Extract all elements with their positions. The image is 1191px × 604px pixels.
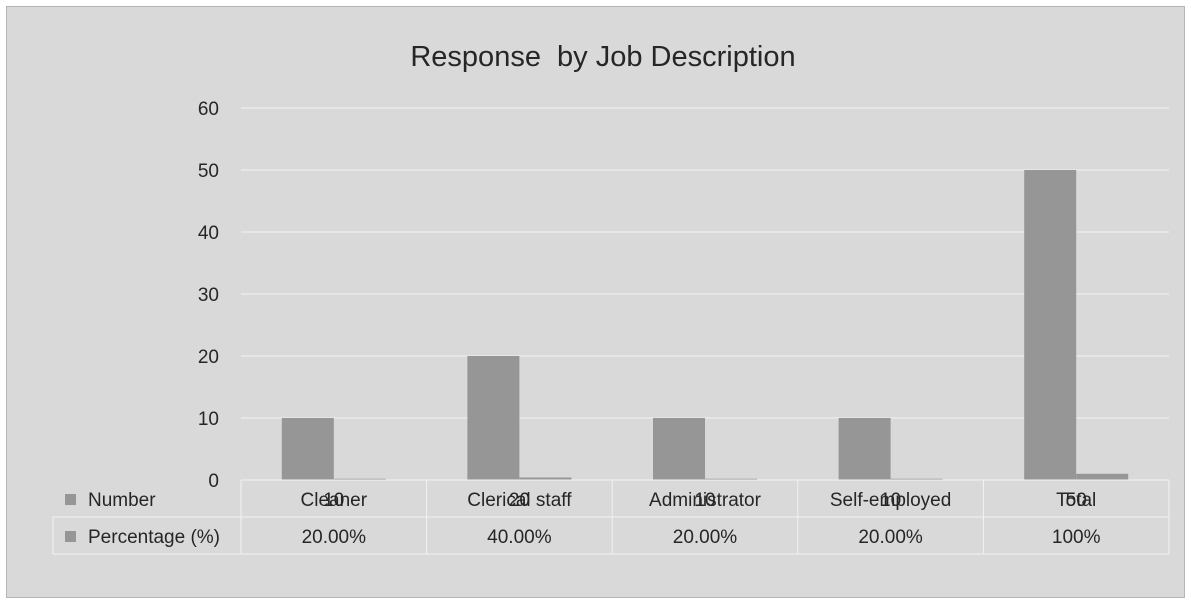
legend-key xyxy=(65,494,76,505)
legend-key xyxy=(65,531,76,542)
chart-frame: Response by Job Description 0 10 20 30 40 50 6… xyxy=(6,6,1185,598)
y-tick-label: 0 xyxy=(208,471,219,492)
table-cell: 20.00% xyxy=(673,527,738,548)
y-tick-label: 10 xyxy=(198,409,219,430)
table-cell: 10 xyxy=(323,490,344,511)
legend-label: Percentage (%) xyxy=(88,527,220,548)
y-tick-label: 40 xyxy=(198,223,219,244)
y-axis: 0 10 20 30 40 50 60 xyxy=(198,99,219,492)
table-cell: 20.00% xyxy=(302,527,367,548)
table-cell: 50 xyxy=(1066,490,1087,511)
bar-chart: Response by Job Description 0 10 20 30 40 50 6… xyxy=(7,7,1186,599)
y-tick-label: 50 xyxy=(198,161,219,182)
table-cell: 100% xyxy=(1052,527,1101,548)
table-cell: 40.00% xyxy=(487,527,552,548)
data-table: Cleaner Clerical staff Administrator Self-e… xyxy=(53,480,1169,554)
bar-number xyxy=(467,356,519,480)
bar-number xyxy=(282,418,334,480)
bar-percentage xyxy=(1076,474,1128,480)
bar-number xyxy=(653,418,705,480)
y-tick-label: 60 xyxy=(198,99,219,120)
table-cell: 10 xyxy=(694,490,715,511)
chart-title: Response by Job Description xyxy=(410,41,795,73)
legend-label: Number xyxy=(88,490,156,511)
table-cell: 20 xyxy=(509,490,530,511)
y-tick-label: 20 xyxy=(198,347,219,368)
bar-number xyxy=(839,418,891,480)
table-cell: 20.00% xyxy=(858,527,923,548)
bars xyxy=(282,170,1128,480)
table-cell: 10 xyxy=(880,490,901,511)
y-tick-label: 30 xyxy=(198,285,219,306)
bar-number xyxy=(1024,170,1076,480)
